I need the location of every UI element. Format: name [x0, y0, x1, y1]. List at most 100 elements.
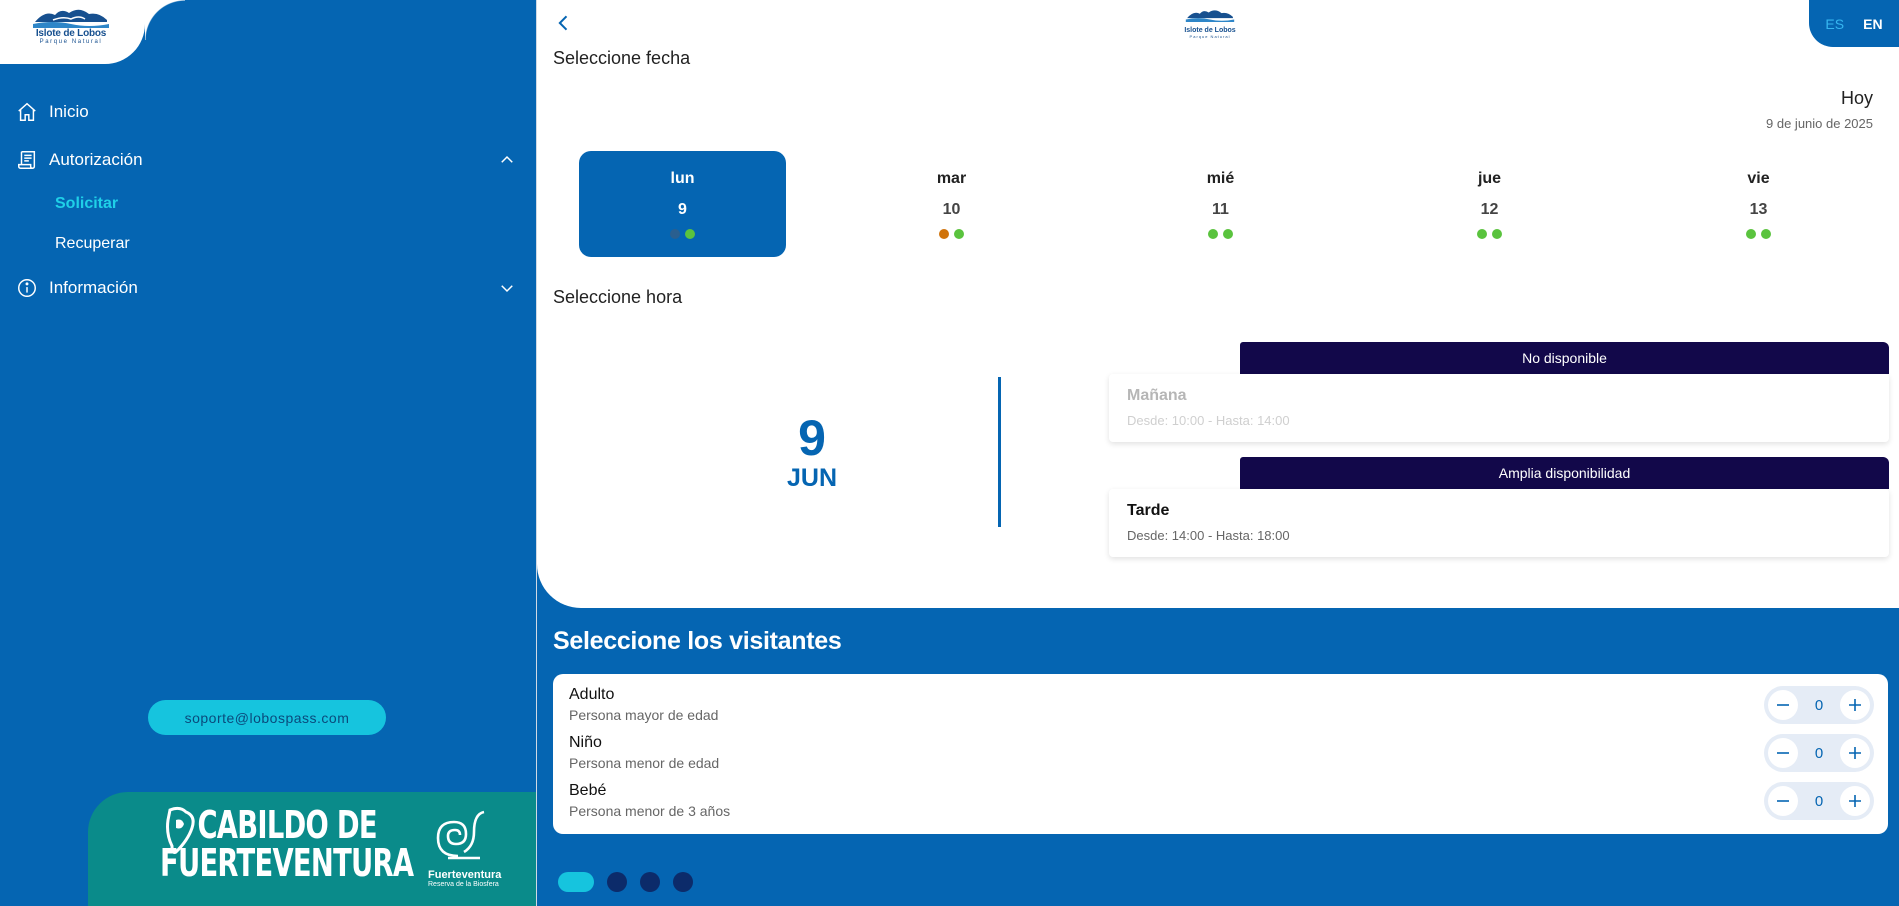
day-card[interactable]: mar 10 — [848, 151, 1055, 257]
plus-icon — [1849, 747, 1861, 759]
day-card[interactable]: lun 9 — [579, 151, 786, 257]
day-name: mié — [1206, 170, 1235, 187]
plus-button[interactable] — [1840, 786, 1870, 816]
logo-title: Islote de Lobos — [1184, 27, 1236, 34]
islote-logo[interactable]: Islote de Lobos Parque Natural — [30, 6, 112, 46]
plus-button[interactable] — [1840, 690, 1870, 720]
availability-dots — [1655, 229, 1862, 239]
availability-dots — [579, 229, 786, 239]
availability-dot — [1492, 229, 1502, 239]
pager-dot[interactable] — [558, 872, 594, 892]
logo-title: Islote de Lobos — [35, 28, 107, 39]
pager-dot[interactable] — [607, 872, 627, 892]
time-slot-card[interactable]: Tarde Desde: 14:00 - Hasta: 18:00 — [1109, 489, 1889, 557]
logo-subtitle: Parque Natural — [39, 39, 103, 45]
day-number: 10 — [942, 201, 961, 218]
day-name: jue — [1477, 170, 1502, 187]
visitor-type: Bebé — [569, 782, 607, 799]
date-divider — [998, 377, 1001, 527]
main-panel: Islote de Lobos Parque Natural ES EN Sel… — [537, 0, 1899, 608]
visitor-desc: Persona menor de edad — [569, 755, 720, 771]
time-section-title: Seleccione hora — [553, 287, 683, 307]
cabildo-line1: CABILDO DE — [197, 803, 377, 847]
day-number: 9 — [678, 201, 687, 218]
selected-month: JUN — [786, 464, 837, 492]
time-slot-card[interactable]: Mañana Desde: 10:00 - Hasta: 14:00 — [1109, 374, 1889, 442]
sidebar-subitem-recuperar[interactable]: Recuperar — [55, 235, 130, 252]
availability-dots — [1117, 229, 1324, 239]
sidebar-item-label: Información — [49, 278, 138, 297]
visitor-desc: Persona mayor de edad — [569, 707, 719, 723]
support-email-button[interactable]: soporte@lobospass.com — [148, 700, 386, 735]
day-card[interactable]: mié 11 — [1117, 151, 1324, 257]
day-selector: lun 9 mar 10 mié 11 jue 12 vie 13 — [579, 151, 1879, 257]
visitors-card: Adulto Persona mayor de edad 0 Niño Pers… — [553, 674, 1888, 834]
visitor-row-nino: Niño Persona menor de edad 0 — [569, 722, 1874, 772]
sidebar-subitem-solicitar[interactable]: Solicitar — [55, 195, 119, 212]
day-card[interactable]: jue 12 — [1386, 151, 1593, 257]
pager-dot[interactable] — [640, 872, 660, 892]
chevron-up-icon[interactable] — [498, 151, 516, 174]
logo-subtitle: Parque Natural — [1189, 34, 1231, 39]
lang-en-button[interactable]: EN — [1863, 15, 1883, 32]
availability-dots — [848, 229, 1055, 239]
slot-range: Desde: 14:00 - Hasta: 18:00 — [1127, 528, 1290, 543]
cabildo-footer: CABILDO DE FUERTEVENTURA Fuerteventura R… — [88, 792, 536, 906]
visitor-type: Niño — [569, 734, 602, 751]
availability-dot — [1761, 229, 1771, 239]
minus-button[interactable] — [1768, 738, 1798, 768]
step-pager — [558, 872, 693, 892]
sidebar: Islote de Lobos Parque Natural Inicio Au… — [0, 0, 536, 906]
day-name: mar — [936, 170, 967, 187]
day-number: 11 — [1212, 201, 1229, 218]
quantity-stepper: 0 — [1764, 734, 1874, 772]
sidebar-item-inicio[interactable]: Inicio — [0, 88, 536, 136]
visitor-row-adulto: Adulto Persona mayor de edad 0 — [569, 674, 1874, 724]
availability-dot — [685, 229, 695, 239]
availability-dot — [1208, 229, 1218, 239]
quantity-value: 0 — [1814, 792, 1824, 810]
pager-dot[interactable] — [673, 872, 693, 892]
visitor-type: Adulto — [569, 686, 615, 703]
availability-dot — [1223, 229, 1233, 239]
selected-date-display: 9 JUN — [687, 412, 937, 492]
availability-dot — [1746, 229, 1756, 239]
sidebar-item-informacion[interactable]: Información — [0, 264, 536, 312]
minus-button[interactable] — [1768, 690, 1798, 720]
island-logo-icon — [33, 9, 109, 28]
slot-range: Desde: 10:00 - Hasta: 14:00 — [1127, 413, 1290, 428]
cabildo-title: CABILDO DE FUERTEVENTURA — [160, 806, 434, 882]
availability-dot — [954, 229, 964, 239]
availability-badge: Amplia disponibilidad — [1240, 457, 1889, 489]
quantity-stepper: 0 — [1764, 686, 1874, 724]
cabildo-line2: FUERTEVENTURA — [160, 841, 414, 885]
day-number: 12 — [1480, 201, 1499, 218]
quantity-stepper: 0 — [1764, 782, 1874, 820]
date-section-title: Seleccione fecha — [553, 48, 691, 68]
fv-name: Fuerteventura — [428, 869, 502, 881]
visitor-row-bebe: Bebé Persona menor de 3 años 0 — [569, 770, 1874, 820]
sidebar-item-autorizacion[interactable]: Autorización — [0, 136, 536, 184]
quantity-value: 0 — [1814, 744, 1824, 762]
plus-button[interactable] — [1840, 738, 1870, 768]
visitors-title: Seleccione los visitantes — [553, 627, 842, 655]
minus-button[interactable] — [1768, 786, 1798, 816]
lang-es-button[interactable]: ES — [1825, 15, 1845, 32]
slot-title: Tarde — [1127, 502, 1170, 519]
day-card[interactable]: vie 13 — [1655, 151, 1862, 257]
day-name: vie — [1747, 170, 1770, 187]
sidebar-nav: Inicio Autorización Solicitar Recuperar … — [0, 88, 536, 312]
back-chevron-icon[interactable] — [554, 12, 574, 39]
fuerteventura-island-icon — [166, 806, 195, 854]
availability-badge: No disponible — [1240, 342, 1889, 374]
snail-spiral-icon — [436, 810, 485, 860]
fv-sub: Reserva de la Biosfera — [428, 881, 499, 888]
availability-dots — [1386, 229, 1593, 239]
biosphere-brand: Fuerteventura Reserva de la Biosfera — [428, 806, 518, 888]
today-date: 9 de junio de 2025 — [1766, 116, 1873, 131]
today-label: Hoy — [1840, 88, 1873, 108]
plus-icon — [1849, 699, 1861, 711]
minus-icon — [1777, 752, 1789, 754]
chevron-down-icon[interactable] — [498, 279, 516, 302]
sidebar-item-label: Inicio — [49, 102, 89, 121]
